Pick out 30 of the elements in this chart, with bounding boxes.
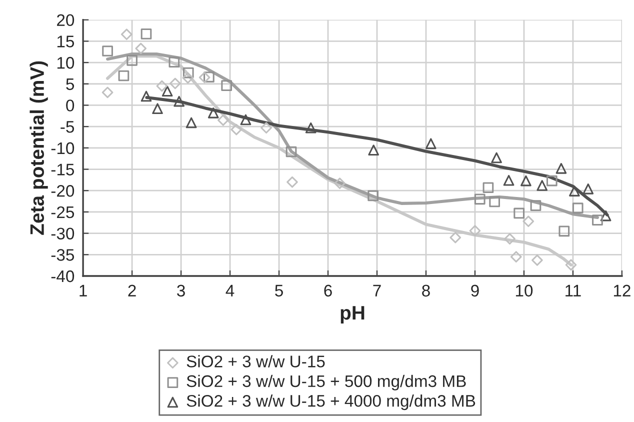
y-tick-label: -30 xyxy=(51,228,74,240)
y-tick-label: -40 xyxy=(51,270,74,282)
y-tick-label: -20 xyxy=(51,185,74,197)
x-tick-label: 10 xyxy=(516,284,533,297)
y-tick-label: 15 xyxy=(57,36,74,48)
x-tick-label: 9 xyxy=(471,284,479,297)
x-tick-label: 6 xyxy=(324,284,332,297)
y-tick-label: 10 xyxy=(57,56,74,69)
y-tick-label: -15 xyxy=(51,164,74,176)
x-tick-label: 8 xyxy=(422,284,430,297)
x-tick-label: 3 xyxy=(177,284,185,297)
x-tick-label: 12 xyxy=(614,284,630,296)
x-tick-label: 7 xyxy=(373,284,381,296)
y-tick-label: 0 xyxy=(66,100,74,112)
legend-label: SiO2 + 3 w/w U-15 xyxy=(186,355,325,368)
y-tick-label: -35 xyxy=(51,249,74,261)
y-tick-label: 5 xyxy=(66,78,74,90)
x-axis-title: pH xyxy=(340,306,364,324)
x-tick-label: 11 xyxy=(566,284,581,296)
y-axis-title: Zeta potential (mV) xyxy=(30,61,48,235)
legend-label: SiO2 + 3 w/w U-15 + 500 mg/dm3 MB xyxy=(186,374,466,390)
y-tick-label: -5 xyxy=(60,121,74,133)
x-tick-label: 2 xyxy=(128,284,136,296)
y-tick-label: -10 xyxy=(51,142,74,154)
x-tick-label: 1 xyxy=(80,284,87,296)
x-tick-label: 5 xyxy=(275,284,283,297)
legend-label: SiO2 + 3 w/w U-15 + 4000 mg/dm3 MB xyxy=(186,394,476,410)
y-tick-label: -25 xyxy=(51,206,74,218)
y-tick-label: 20 xyxy=(57,14,74,26)
x-tick-label: 4 xyxy=(226,284,234,296)
